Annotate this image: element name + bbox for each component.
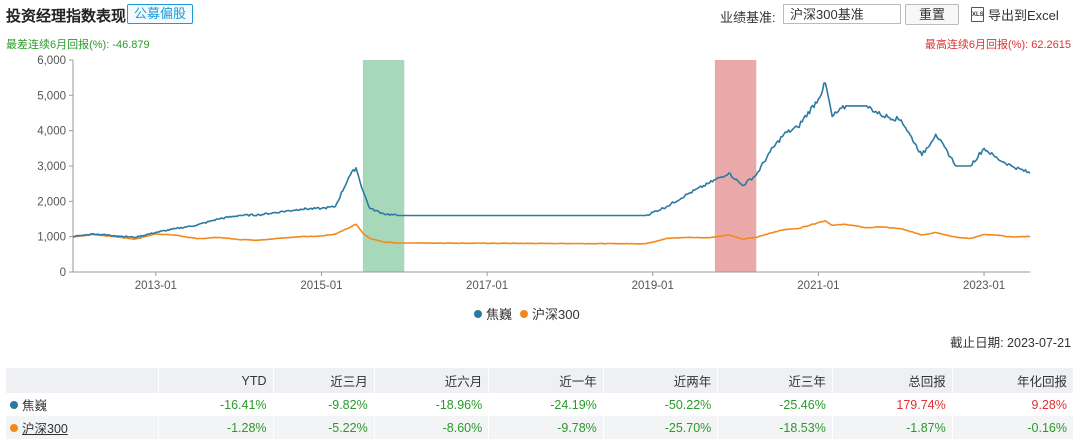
table-cell: -16.41% <box>158 393 274 416</box>
benchmark-field[interactable]: 沪深300基准 <box>783 4 901 24</box>
x-tick-label: 2015-01 <box>300 280 342 292</box>
y-tick-label: 0 <box>60 267 66 279</box>
as-of-date: 截止日期: 2023-07-21 <box>950 336 1071 350</box>
best-period-band <box>714 60 757 272</box>
table-cell: -9.82% <box>273 393 375 416</box>
table-header <box>6 368 159 393</box>
y-tick-label: 5,000 <box>37 90 66 102</box>
worst-6m-return: 最差连续6月回报(%): -46.879 <box>6 39 150 51</box>
y-tick-label: 4,000 <box>37 126 66 138</box>
table-cell: -9.78% <box>488 416 604 439</box>
best-6m-return: 最高连续6月回报(%): 62.2615 <box>924 39 1071 51</box>
x-tick-label: 2023-01 <box>963 280 1005 292</box>
table-header: 近六月 <box>374 368 490 393</box>
table-cell: 179.74% <box>832 393 953 416</box>
row-name[interactable]: 沪深300 <box>6 416 159 439</box>
legend-dot-icon <box>520 309 529 318</box>
table-cell: -25.70% <box>603 416 719 439</box>
y-tick-label: 6,000 <box>37 55 66 67</box>
table-row: 焦巍 -16.41% -9.82% -18.96% -24.19% -50.22% -25.… <box>6 393 1075 416</box>
series-dot-icon <box>10 401 18 409</box>
benchmark-label: 业绩基准: <box>720 10 776 25</box>
table-cell: -18.96% <box>374 393 490 416</box>
xls-file-icon: XLS <box>971 7 984 22</box>
manager-series-line <box>72 82 1031 239</box>
x-tick-label: 2013-01 <box>135 280 177 292</box>
page-title: 投资经理指数表现 <box>6 8 127 25</box>
table-cell: -25.46% <box>717 393 833 416</box>
table-cell: -5.22% <box>273 416 375 439</box>
export-excel-button[interactable]: XLS 导出到Excel <box>971 5 1059 24</box>
table-header: 近三年 <box>717 368 833 393</box>
performance-chart: 0 1,000 2,000 3,000 4,000 5,000 6,000 2013-01 20… <box>37 55 1031 292</box>
table-cell: -24.19% <box>488 393 604 416</box>
benchmark-series-line <box>72 220 1031 245</box>
y-tick-label: 3,000 <box>37 161 66 173</box>
table-header: 总回报 <box>832 368 953 393</box>
series-dot-icon <box>10 424 18 432</box>
table-header: 年化回报 <box>952 368 1075 393</box>
table-cell: -18.53% <box>717 416 833 439</box>
table-header: 近三月 <box>273 368 375 393</box>
legend-label: 沪深300 <box>532 307 580 322</box>
chart-legend: 焦巍 沪深300 <box>474 304 580 323</box>
table-cell: -0.16% <box>952 416 1075 439</box>
row-name[interactable]: 焦巍 <box>6 393 159 416</box>
table-cell: -50.22% <box>603 393 719 416</box>
table-row: 沪深300 -1.28% -5.22% -8.60% -9.78% -25.70% -18.… <box>6 416 1075 439</box>
x-tick-label: 2019-01 <box>632 280 674 292</box>
table-header-row: YTD 近三月 近六月 近一年 近两年 近三年 总回报 年化回报 <box>6 368 1075 393</box>
table-cell: -1.87% <box>832 416 953 439</box>
y-tick-label: 2,000 <box>37 196 66 208</box>
legend-label: 焦巍 <box>486 307 513 322</box>
legend-item-benchmark[interactable]: 沪深300 <box>520 304 580 323</box>
x-tick-label: 2017-01 <box>466 280 508 292</box>
table-cell: -8.60% <box>374 416 490 439</box>
table-header: 近两年 <box>603 368 719 393</box>
legend-dot-icon <box>474 309 482 318</box>
table-cell: 9.28% <box>952 393 1075 416</box>
reset-button[interactable]: 重置 <box>905 4 959 25</box>
table-cell: -1.28% <box>158 416 274 439</box>
category-tag[interactable]: 公募偏股 <box>127 4 194 24</box>
table-header: 近一年 <box>488 368 604 393</box>
export-excel-label: 导出到Excel <box>988 8 1059 23</box>
table-header: YTD <box>158 368 274 393</box>
y-tick-label: 1,000 <box>37 232 66 244</box>
legend-item-manager[interactable]: 焦巍 <box>474 304 512 323</box>
x-tick-label: 2021-01 <box>797 280 839 292</box>
returns-table: YTD 近三月 近六月 近一年 近两年 近三年 总回报 年化回报 焦巍 -16.4… <box>6 368 1075 439</box>
worst-period-band <box>362 60 405 272</box>
